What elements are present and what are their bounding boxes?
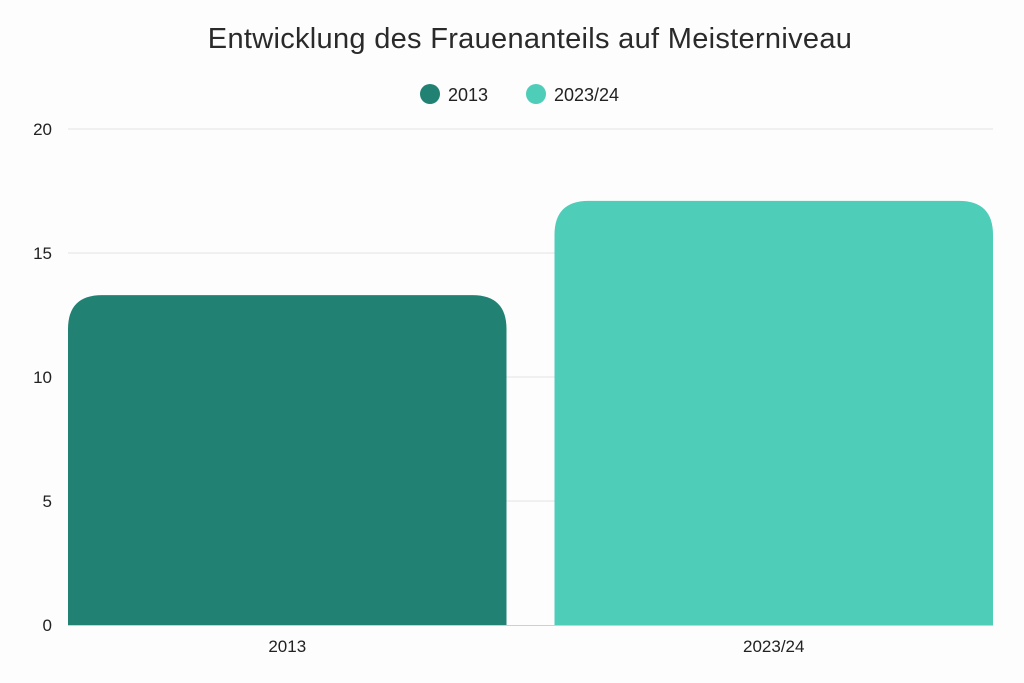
y-tick-label-0: 0	[43, 616, 52, 635]
bar-2013	[68, 295, 507, 625]
x-tick-label-2013: 2013	[268, 637, 306, 656]
legend-label-2013: 2013	[448, 85, 488, 105]
chart-title: Entwicklung des Frauenanteils auf Meiste…	[208, 23, 852, 55]
y-tick-label-20: 20	[33, 120, 52, 139]
x-tick-label-2023-24: 2023/24	[743, 637, 804, 656]
bar-2023-24	[554, 200, 993, 626]
legend-label-2023-24: 2023/24	[554, 85, 619, 105]
y-axis-ticks: 0 5 10 15 20	[33, 120, 52, 635]
y-tick-label-15: 15	[33, 244, 52, 263]
bars	[68, 200, 993, 626]
y-tick-label-5: 5	[43, 492, 52, 511]
legend: 2013 2023/24	[420, 84, 619, 105]
legend-marker-2023-24	[526, 84, 546, 104]
legend-marker-2013	[420, 84, 440, 104]
y-tick-label-10: 10	[33, 368, 52, 387]
x-axis-ticks: 2013 2023/24	[268, 637, 804, 656]
